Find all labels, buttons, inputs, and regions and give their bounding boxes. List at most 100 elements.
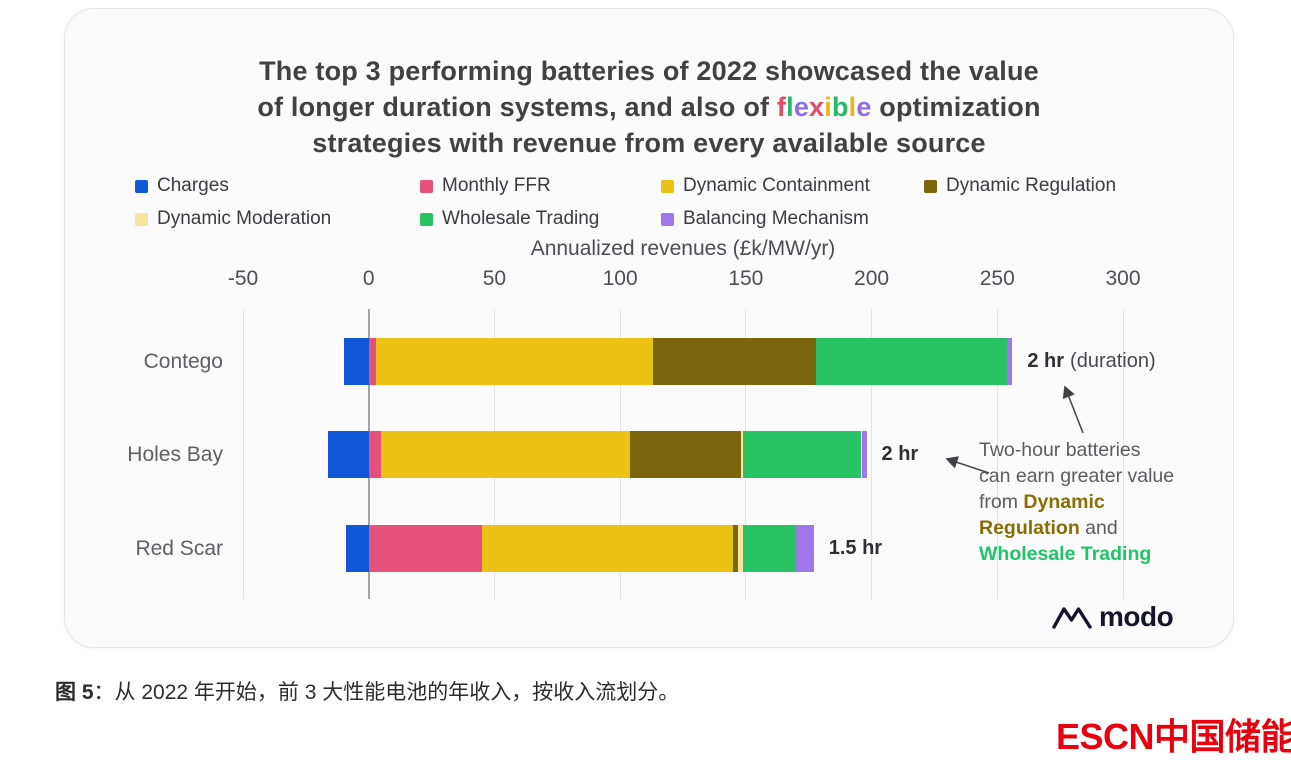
bar-segment [861, 431, 867, 478]
flexible-letter: i [824, 92, 832, 122]
legend-label: Wholesale Trading [442, 208, 600, 229]
modo-mountains-icon [1052, 607, 1092, 629]
bar-segment [1007, 338, 1013, 385]
chart-title-line3: strategies with revenue from every avail… [312, 128, 986, 158]
gridline [242, 309, 244, 599]
x-axis-tick-label: 150 [728, 267, 764, 290]
x-axis-tick-label: -50 [227, 267, 259, 290]
x-axis-tick-label: 100 [602, 267, 638, 290]
duration-label: 2 hr (duration) [1027, 338, 1155, 385]
bar-segment [368, 338, 377, 385]
annotation-note: Two-hour batteries can earn greater value… [979, 437, 1239, 567]
chart-title-line2: of longer duration systems, and also of … [257, 92, 1041, 122]
annotation-note-line: from Dynamic [979, 489, 1239, 515]
bar-segment [368, 525, 482, 572]
flexible-letter: b [831, 92, 849, 122]
duration-value: 2 hr [881, 443, 919, 465]
legend-item: Balancing Mechanism [661, 208, 924, 230]
legend-swatch-icon [135, 212, 148, 226]
legend-swatch-icon [420, 212, 433, 226]
modo-logo-text: modo [1099, 601, 1174, 632]
annotation-note-line: Regulation and [979, 515, 1239, 541]
bar-category-label: Red Scar [135, 536, 223, 560]
gridline [996, 309, 998, 599]
x-axis-tick-label: 300 [1105, 267, 1141, 290]
legend-label: Dynamic Containment [683, 175, 870, 196]
bar-segment [630, 431, 741, 478]
bar-segment [652, 338, 817, 385]
annotation-note-segment: from [979, 491, 1024, 513]
annotation-note-line: can earn greater value [979, 463, 1239, 489]
annotation-note-line: Two-hour batteries [979, 437, 1239, 463]
x-axis-title: Annualized revenues (£k/MW/yr) [530, 237, 836, 260]
duration-value: 2 hr [1027, 350, 1065, 372]
bar-segment [343, 338, 369, 385]
bar-segment [740, 431, 744, 478]
bar-segment [743, 431, 862, 478]
duration-label: 1.5 hr [829, 525, 882, 572]
bar-segment [796, 525, 814, 572]
figure-caption-text: ：从 2022 年开始，前 3 大性能电池的年收入，按收入流划分。 [93, 681, 680, 704]
x-axis-tick-label: 200 [854, 267, 890, 290]
legend-swatch-icon [661, 179, 674, 193]
legend-label: Dynamic Regulation [946, 175, 1117, 196]
legend-item: Monthly FFR [420, 175, 661, 197]
x-axis-tick-label: 50 [482, 267, 507, 290]
bar-segment [346, 525, 369, 572]
flexible-letter: e [793, 92, 810, 122]
flexible-letter: x [809, 92, 825, 122]
annotation-note-segment: can earn greater value [979, 465, 1175, 487]
legend-item: Dynamic Moderation [135, 208, 420, 230]
bar-segment [376, 338, 653, 385]
chart-legend: Charges Monthly FFR Dynamic Containment Dyn… [135, 175, 1116, 230]
figure-caption-number: 图 5 [55, 681, 94, 704]
annotation-note-segment: and [1079, 517, 1118, 539]
annotation-note-segment: Regulation [979, 517, 1080, 539]
flexible-rainbow-word: flexible [777, 92, 872, 122]
legend-item: Wholesale Trading [420, 208, 661, 230]
legend-label: Balancing Mechanism [683, 208, 869, 229]
annotation-note-segment: Wholesale Trading [979, 543, 1152, 565]
flexible-letter: f [776, 92, 787, 122]
bar-segment [481, 525, 734, 572]
bar-category-label: Holes Bay [127, 442, 223, 466]
gridline [1122, 309, 1124, 599]
arrow-to-duration-label [1062, 385, 1084, 434]
chart-card: The top 3 performing batteries of 2022 s… [64, 8, 1234, 648]
bar-segment [328, 431, 369, 478]
bar-segment [381, 431, 631, 478]
duration-label: 2 hr [882, 431, 919, 478]
annotation-note-segment: Dynamic [1023, 491, 1105, 513]
flexible-letter: e [856, 92, 872, 122]
escn-logo: ESCN中国储能网 [1056, 716, 1291, 757]
legend-label: Charges [157, 175, 229, 196]
bar-segment [733, 525, 739, 572]
legend-item: Dynamic Containment [661, 175, 924, 197]
bar-segment [738, 525, 744, 572]
legend-swatch-icon [420, 179, 433, 193]
x-axis-tick-label: 250 [979, 267, 1015, 290]
legend-item: Charges [135, 175, 420, 197]
chart-title: The top 3 performing batteries of 2022 s… [65, 53, 1233, 161]
annotation-note-line: Wholesale Trading [979, 541, 1239, 567]
modo-logo: modo [1051, 601, 1174, 633]
bar-category-label: Contego [143, 349, 223, 373]
flexible-letter: l [848, 92, 857, 122]
bar-segment [368, 431, 382, 478]
legend-swatch-icon [661, 212, 674, 226]
bar-segment [816, 338, 1008, 385]
gridline [871, 309, 873, 599]
legend-label: Dynamic Moderation [157, 208, 332, 229]
flexible-letter: l [786, 92, 794, 122]
legend-swatch-icon [135, 179, 148, 193]
bar-segment [743, 525, 797, 572]
figure-caption: 图 5：从 2022 年开始，前 3 大性能电池的年收入，按收入流划分。 [55, 676, 679, 706]
x-axis-tick-label: 0 [362, 267, 375, 290]
chart-title-line1: The top 3 performing batteries of 2022 s… [259, 56, 1039, 86]
legend-item: Dynamic Regulation [924, 175, 1116, 197]
legend-swatch-icon [924, 179, 937, 193]
legend-label: Monthly FFR [442, 175, 551, 196]
annotation-note-segment: Two-hour batteries [979, 439, 1141, 461]
duration-suffix: (duration) [1070, 350, 1156, 372]
duration-value: 1.5 hr [828, 537, 883, 559]
